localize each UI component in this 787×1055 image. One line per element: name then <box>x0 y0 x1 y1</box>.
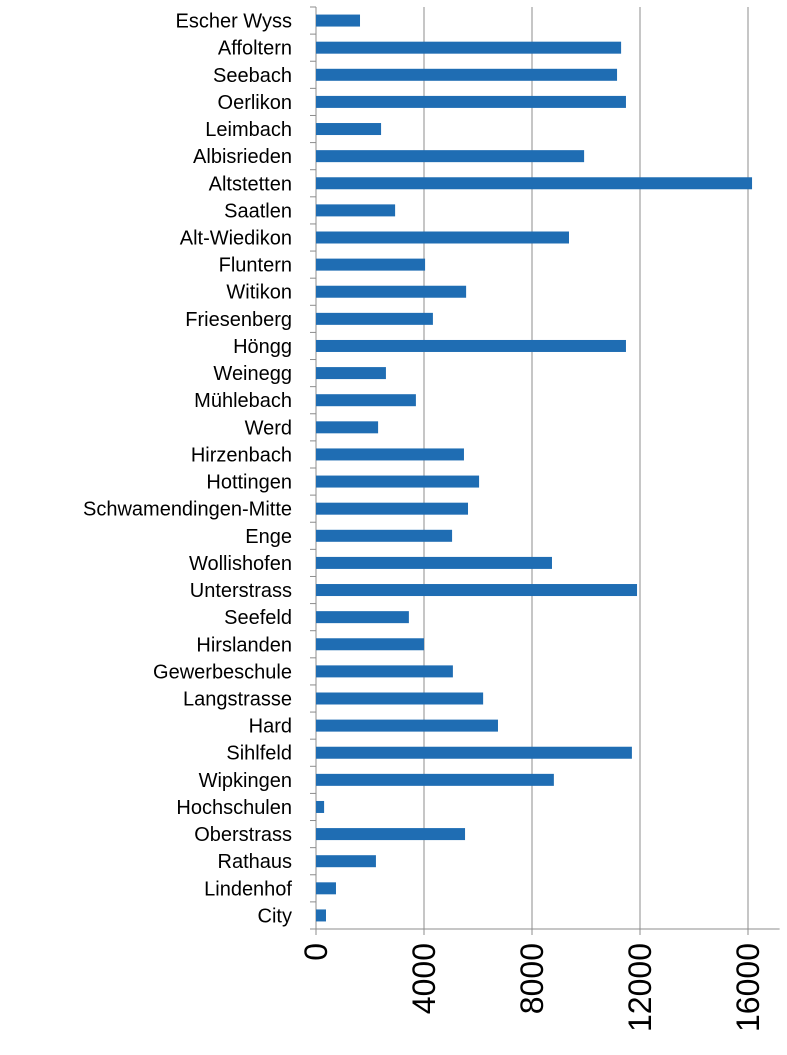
y-tick-label: Unterstrass <box>190 580 292 602</box>
y-tick-label: Wipkingen <box>199 770 292 792</box>
y-tick-label: Hottingen <box>206 472 292 494</box>
x-tick-label: 16000 <box>730 943 766 1032</box>
bar <box>316 475 480 488</box>
bar <box>316 285 467 298</box>
bar <box>316 502 469 515</box>
bar <box>316 448 464 461</box>
y-tick-label: Friesenberg <box>185 309 292 331</box>
bar <box>316 312 433 325</box>
bar <box>316 339 626 352</box>
y-tick-label: Seefeld <box>224 607 292 629</box>
y-tick-label: Hirzenbach <box>191 444 292 466</box>
y-tick-label: Höngg <box>233 336 292 358</box>
y-tick-label: Leimbach <box>205 119 292 141</box>
y-tick-label: Werd <box>245 417 292 439</box>
bar <box>316 150 585 163</box>
bar <box>316 556 552 569</box>
y-tick-label: Fluntern <box>219 255 292 277</box>
y-tick-label: City <box>258 905 292 927</box>
bar <box>316 773 554 786</box>
bar <box>316 638 424 651</box>
bar <box>316 258 426 271</box>
bar <box>316 909 326 922</box>
y-tick-label: Hirslanden <box>196 634 292 656</box>
y-tick-label: Hard <box>249 716 292 738</box>
x-tick-label: 0 <box>298 943 334 961</box>
bar <box>316 584 638 597</box>
y-tick-label: Altstetten <box>209 173 292 195</box>
y-tick-label: Weinegg <box>213 363 292 385</box>
y-tick-label: Mühlebach <box>194 390 292 412</box>
y-tick-label: Oerlikon <box>218 92 292 114</box>
y-tick-label: Gewerbeschule <box>153 661 292 683</box>
y-tick-label: Oberstrass <box>194 824 292 846</box>
y-tick-label: Witikon <box>226 282 292 304</box>
bar <box>316 665 453 678</box>
bar <box>316 123 382 136</box>
bar <box>316 95 626 108</box>
y-tick-label: Alt-Wiedikon <box>180 228 292 250</box>
bar <box>316 177 753 190</box>
y-tick-label: Saatlen <box>224 200 292 222</box>
bar <box>316 746 632 759</box>
bar <box>316 68 618 81</box>
bar <box>316 394 416 407</box>
x-tick-label: 8000 <box>514 943 550 1014</box>
x-tick-label: 12000 <box>622 943 658 1032</box>
bar <box>316 855 376 868</box>
y-tick-label: Langstrasse <box>183 689 292 711</box>
bar <box>316 719 498 732</box>
bar <box>316 14 361 27</box>
y-tick-label: Wollishofen <box>189 553 292 575</box>
bar <box>316 800 325 813</box>
bar <box>316 204 396 217</box>
y-tick-label: Enge <box>245 526 292 548</box>
y-tick-label: Seebach <box>213 65 292 87</box>
bar <box>316 828 466 841</box>
bar <box>316 611 409 624</box>
bar <box>316 529 453 542</box>
y-tick-label: Escher Wyss <box>175 11 292 33</box>
y-tick-label: Lindenhof <box>204 878 292 900</box>
y-tick-label: Hochschulen <box>176 797 292 819</box>
x-tick-label: 4000 <box>406 943 442 1014</box>
bar <box>316 367 386 380</box>
y-tick-label: Rathaus <box>218 851 293 873</box>
bar <box>316 882 336 895</box>
y-tick-label: Affoltern <box>218 38 292 60</box>
bar <box>316 421 379 434</box>
y-tick-label: Schwamendingen-Mitte <box>83 499 292 521</box>
bar <box>316 692 484 705</box>
bar <box>316 231 569 244</box>
y-tick-label: Sihlfeld <box>226 743 292 765</box>
y-tick-label: Albisrieden <box>193 146 292 168</box>
bar <box>316 41 622 54</box>
